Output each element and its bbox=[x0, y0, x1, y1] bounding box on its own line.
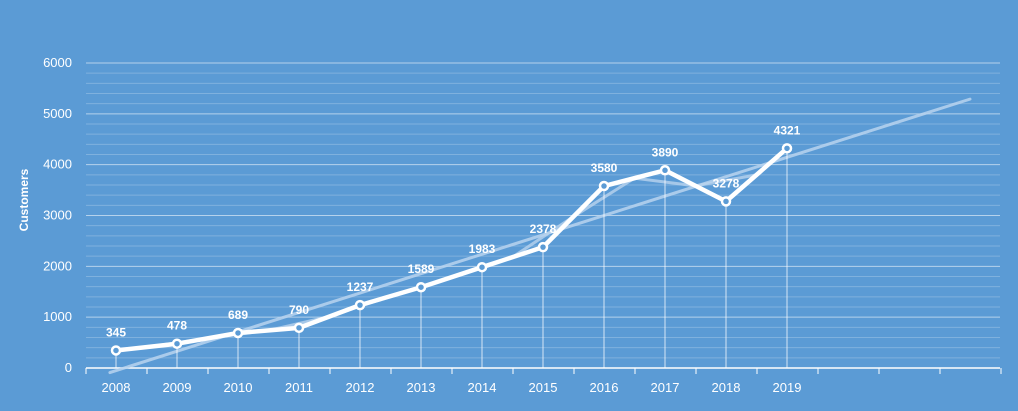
series-line bbox=[113, 146, 790, 353]
x-tick-label: 2014 bbox=[468, 380, 497, 395]
data-point bbox=[354, 299, 366, 311]
y-tick-label: 2000 bbox=[43, 258, 72, 273]
series-layer bbox=[110, 143, 793, 356]
x-tick-label: 2018 bbox=[712, 380, 741, 395]
y-tick-label: 5000 bbox=[43, 106, 72, 121]
data-point bbox=[293, 322, 305, 334]
data-label: 478 bbox=[167, 319, 187, 333]
data-point bbox=[232, 327, 244, 339]
y-tick-label: 6000 bbox=[43, 55, 72, 70]
x-tick-label: 2013 bbox=[407, 380, 436, 395]
data-point bbox=[110, 345, 122, 356]
y-tick-label: 0 bbox=[65, 360, 72, 375]
data-label: 2378 bbox=[530, 222, 557, 236]
data-point bbox=[415, 281, 427, 293]
data-point bbox=[171, 338, 183, 349]
x-tick-label: 2009 bbox=[163, 380, 192, 395]
label-layer: 345 478 689 790 1237 1589 1983 2378 3580 3890 3278… bbox=[106, 123, 801, 339]
data-point bbox=[720, 196, 732, 207]
data-label: 4321 bbox=[774, 123, 801, 137]
data-point bbox=[537, 241, 549, 253]
x-tick-label: 2019 bbox=[773, 380, 802, 395]
data-label: 3278 bbox=[713, 176, 740, 190]
data-label: 1589 bbox=[408, 262, 435, 276]
data-label: 3890 bbox=[652, 145, 679, 159]
y-axis-title: Customers bbox=[17, 168, 31, 231]
drop-lines bbox=[115, 148, 788, 368]
x-tick-label: 2010 bbox=[224, 380, 253, 395]
y-tick-label: 4000 bbox=[43, 157, 72, 172]
data-label: 1983 bbox=[469, 242, 496, 256]
y-tick-label: 1000 bbox=[43, 309, 72, 324]
y-tick-label: 3000 bbox=[43, 208, 72, 223]
x-tick-label: 2016 bbox=[590, 380, 619, 395]
data-point bbox=[476, 261, 488, 273]
data-label: 1237 bbox=[347, 280, 374, 294]
data-point bbox=[781, 143, 793, 154]
data-point bbox=[659, 165, 671, 176]
data-label: 790 bbox=[289, 303, 309, 317]
x-tick-label: 2015 bbox=[529, 380, 558, 395]
x-tick-label: 2011 bbox=[285, 380, 313, 395]
x-tick-label: 2017 bbox=[651, 380, 680, 395]
x-tick-label: 2012 bbox=[346, 380, 375, 395]
data-label: 345 bbox=[106, 325, 126, 339]
x-tick-label: 2008 bbox=[102, 380, 131, 395]
data-point bbox=[598, 180, 610, 192]
linear-trendline bbox=[108, 97, 972, 375]
data-label: 689 bbox=[228, 308, 248, 322]
data-label: 3580 bbox=[591, 161, 618, 175]
